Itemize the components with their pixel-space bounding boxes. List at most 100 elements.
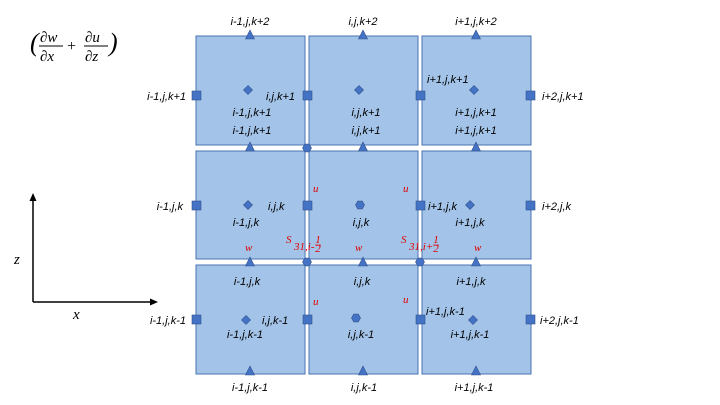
center-label: i+1,j,k-1: [451, 329, 490, 341]
diamond-marker-icon: [469, 85, 479, 95]
square-marker-icon: [525, 200, 536, 211]
triangle-marker-icon: [471, 256, 481, 267]
w-label: w: [245, 242, 253, 254]
top-triangle-label: i+1,j,k+2: [455, 16, 497, 28]
triangle-marker-icon: [358, 365, 368, 376]
half-numerator: 1: [315, 234, 321, 246]
left-square-label: i-1,j,k: [157, 201, 184, 213]
s-right-subscript: 31,i+: [408, 241, 433, 253]
u-label: u: [403, 294, 409, 306]
square-marker-icon: [415, 200, 426, 211]
triangle-label: i,j,k-1: [351, 382, 377, 394]
half-denominator: 2: [315, 243, 321, 255]
top-triangle-label: i-1,j,k+2: [231, 16, 270, 28]
triangle-marker-icon: [245, 365, 255, 376]
triangle-marker-icon: [245, 29, 255, 40]
center-label: i,j,k+1: [351, 107, 380, 119]
formula-term1-numerator: ∂w: [40, 30, 57, 46]
u-label: u: [313, 296, 319, 308]
triangle-marker-icon: [471, 365, 481, 376]
x-axis-arrow-icon: [150, 298, 158, 306]
diamond-marker-icon: [354, 85, 364, 95]
triangle-label: i,j,k: [354, 276, 371, 288]
center-label: i-1,j,k+1: [233, 107, 272, 119]
row-bot: i-1,j,k-1 i+2,j,k-1 i,j,k-1 i+1,j,k-1 i-…: [150, 294, 579, 394]
square-marker-icon: [415, 90, 426, 101]
triangle-marker-icon: [471, 141, 481, 152]
axes: z x: [13, 193, 158, 323]
diamond-marker-icon: [243, 200, 253, 210]
center-label: i-1,j,k: [233, 217, 260, 229]
cell-bot-left: [195, 264, 306, 375]
s-left-subscript: 31,i-: [293, 241, 315, 253]
square-marker-icon: [191, 314, 202, 325]
triangle-label: i,j,k+1: [351, 125, 380, 137]
w-label: w: [355, 242, 363, 254]
right-square-label: i+2,j,k+1: [542, 91, 584, 103]
hexagon-marker-icon: [355, 200, 365, 210]
triangle-label: i-1,j,k+1: [233, 125, 272, 137]
diamond-marker-icon: [243, 85, 253, 95]
triangle-marker-icon: [358, 141, 368, 152]
row-mid: i-1,j,k i+2,j,k i,j,k i+1,j,k i-1,j,k i,…: [157, 183, 572, 288]
row-top: i-1,j,k+1 i+2,j,k+1 i,j,k+1 i+1,j,k+1 i-…: [147, 74, 584, 152]
formula-term2-numerator: ∂u: [85, 30, 100, 46]
formula-plus: +: [66, 38, 77, 55]
square-marker-icon: [302, 90, 313, 101]
square-marker-icon: [525, 90, 536, 101]
half-numerator: 1: [433, 234, 439, 246]
center-label: i+1,j,k: [455, 217, 485, 229]
square-marker-icon: [302, 200, 313, 211]
square-marker-icon: [302, 314, 313, 325]
u-label: u: [313, 183, 319, 195]
square-marker-icon: [191, 200, 202, 211]
triangle-marker-icon: [245, 141, 255, 152]
square-label: i,j,k: [268, 201, 285, 213]
hexagon-marker-icon: [302, 143, 312, 153]
z-axis-label: z: [13, 252, 20, 268]
triangle-marker-icon: [245, 256, 255, 267]
diamond-marker-icon: [241, 315, 251, 325]
triangle-label: i+1,j,k-1: [455, 382, 494, 394]
s-symbol: S: [286, 234, 292, 246]
right-square-label: i+2,j,k-1: [540, 315, 579, 327]
w-label: w: [474, 242, 482, 254]
triangle-marker-icon: [358, 29, 368, 40]
left-square-label: i-1,j,k+1: [147, 91, 186, 103]
formula-open-paren: (: [30, 28, 40, 57]
center-label: i,j,k: [353, 217, 370, 229]
triangle-label: i+1,j,k+1: [455, 125, 497, 137]
top-triangles: i-1,j,k+2 i,j,k+2 i+1,j,k+2: [231, 16, 497, 40]
half-denominator: 2: [433, 243, 439, 255]
right-square-label: i+2,j,k: [542, 201, 572, 213]
square-marker-icon: [191, 90, 202, 101]
square-marker-icon: [415, 314, 426, 325]
square-label: i,j,k-1: [262, 315, 288, 327]
square-label: i+1,j,k+1: [427, 74, 469, 86]
hexagon-marker-icon: [302, 257, 312, 267]
triangle-marker-icon: [358, 256, 368, 267]
triangle-label: i+1,j,k: [456, 276, 486, 288]
hexagon-marker-icon: [351, 313, 361, 323]
center-label: i-1,j,k-1: [227, 329, 263, 341]
s-symbol: S: [401, 234, 407, 246]
hexagon-marker-icon: [415, 257, 425, 267]
triangle-marker-icon: [471, 29, 481, 40]
top-triangle-label: i,j,k+2: [348, 16, 377, 28]
formula-close-paren: ): [107, 28, 118, 57]
left-square-label: i-1,j,k-1: [150, 315, 186, 327]
x-axis-label: x: [72, 307, 80, 323]
square-label: i+1,j,k-1: [426, 306, 465, 318]
u-label: u: [403, 183, 409, 195]
formula-term2-denominator: ∂z: [85, 49, 98, 65]
formula-term1-denominator: ∂x: [40, 49, 54, 65]
diamond-marker-icon: [468, 315, 478, 325]
triangle-label: i-1,j,k: [234, 276, 261, 288]
center-label: i,j,k-1: [348, 329, 374, 341]
diamond-marker-icon: [465, 200, 475, 210]
triangle-label: i-1,j,k-1: [232, 382, 268, 394]
z-axis-arrow-icon: [29, 193, 37, 201]
formula: ( ∂w ∂x + ∂u ∂z ): [30, 28, 118, 65]
square-label: i+1,j,k: [428, 201, 458, 213]
